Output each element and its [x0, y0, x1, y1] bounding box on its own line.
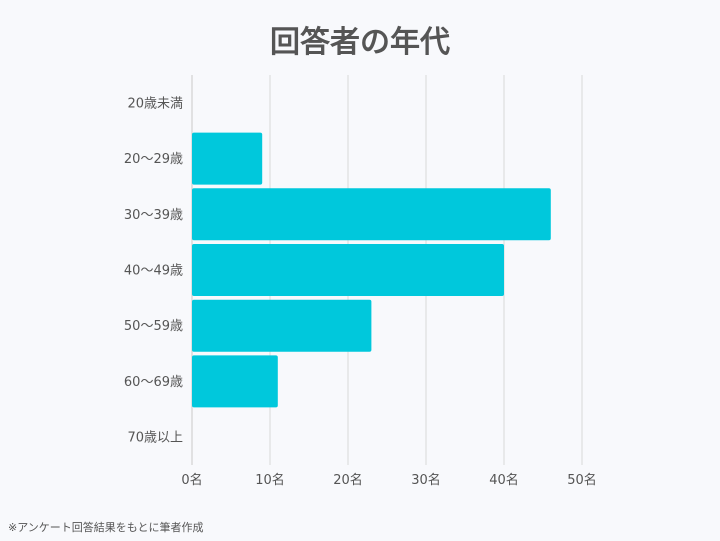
footnote: ※アンケート回答結果をもとに筆者作成: [8, 521, 204, 534]
bar: [192, 132, 263, 185]
x-tick-label: 0名: [181, 472, 202, 488]
category-label: 70歳以上: [127, 431, 183, 446]
category-label: 20歳未満: [127, 96, 183, 111]
chart-title: 回答者の年代: [270, 25, 450, 60]
category-label: 50〜59歳: [124, 319, 183, 334]
category-label: 20〜29歳: [124, 152, 183, 167]
x-tick-label: 20名: [333, 472, 363, 488]
x-tick-label: 30名: [411, 472, 441, 488]
category-label: 60〜69歳: [124, 375, 183, 390]
category-labels: 20歳未満 20〜29歳 30〜39歳 40〜49歳 50〜59歳 60〜69歳 70歳以上: [124, 96, 183, 445]
category-label: 40〜49歳: [124, 264, 183, 279]
x-tick-label: 10名: [255, 472, 285, 488]
bar: [192, 244, 504, 296]
bar: [192, 355, 278, 408]
x-tick-label: 40名: [489, 472, 519, 488]
bars: [192, 132, 551, 408]
x-tick-label: 50名: [567, 472, 597, 488]
category-label: 30〜39歳: [124, 208, 183, 223]
bar: [192, 188, 551, 241]
x-tick-labels: 0名 10名 20名 30名 40名 50名: [181, 472, 596, 488]
bar: [192, 299, 372, 352]
